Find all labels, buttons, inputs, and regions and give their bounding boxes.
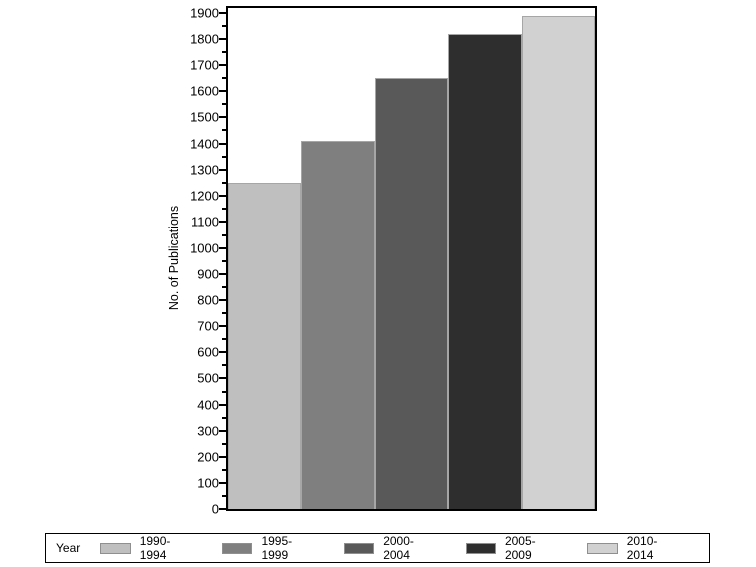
- y-tick-label: 200: [197, 449, 219, 465]
- y-tick-label: 1200: [190, 188, 219, 204]
- bars-container: [228, 8, 595, 509]
- y-tick-mark: [219, 351, 226, 354]
- y-tick-mark: [222, 207, 226, 210]
- y-tick-mark: [222, 77, 226, 80]
- y-tick-mark: [219, 273, 226, 276]
- legend-swatch-icon: [222, 542, 253, 554]
- y-tick-mark: [222, 390, 226, 393]
- y-tick-mark: [222, 260, 226, 262]
- y-tick-mark: [222, 312, 226, 315]
- y-tick-label: 900: [197, 266, 219, 282]
- y-tick-mark: [219, 168, 226, 171]
- y-tick-mark: [222, 181, 226, 184]
- y-tick-label: 600: [197, 344, 219, 360]
- y-tick-label: 1800: [190, 31, 219, 47]
- y-tick-mark: [219, 403, 226, 406]
- legend-item-1995-1999: 1995-1999: [222, 534, 318, 562]
- legend-item-2000-2004: 2000-2004: [343, 534, 440, 562]
- legend-item-label: 1995-1999: [261, 534, 293, 562]
- y-tick-label: 1100: [191, 214, 219, 230]
- y-tick-mark: [222, 286, 226, 289]
- y-tick-mark: [222, 103, 226, 106]
- y-tick-mark: [219, 377, 226, 380]
- legend-swatch-icon: [343, 542, 375, 554]
- legend-item-label: 2000-2004: [383, 534, 414, 562]
- y-tick-label: 1300: [190, 162, 219, 178]
- y-tick-mark: [222, 51, 226, 54]
- legend-item-2005-2009: 2005-2009: [465, 534, 562, 562]
- y-tick-label: 500: [197, 370, 219, 386]
- y-tick-label: 100: [197, 475, 219, 491]
- bar-1995-1999: [301, 140, 375, 509]
- legend-item-label: 2010-2014: [626, 534, 658, 562]
- y-tick-mark: [219, 194, 226, 197]
- y-tick-label: 1600: [190, 83, 219, 99]
- y-tick-label: 1700: [190, 57, 219, 73]
- y-tick-mark: [219, 325, 226, 328]
- y-tick-mark: [219, 38, 226, 41]
- y-tick-mark: [219, 116, 226, 119]
- y-tick-label: 800: [197, 292, 219, 308]
- y-tick-mark: [222, 416, 226, 419]
- y-tick-label: 1400: [190, 136, 219, 152]
- y-tick-label: 0: [211, 501, 219, 517]
- legend-title: Year: [56, 541, 81, 555]
- y-axis-title: No. of Publications: [167, 205, 181, 311]
- y-tick-mark: [219, 142, 226, 145]
- y-tick-mark: [219, 90, 226, 93]
- y-tick-label: 1900: [190, 5, 219, 21]
- legend: Year 1990-1994 1995-1999 2000-2004 2005-200…: [45, 533, 710, 563]
- legend-item-2010-2014: 2010-2014: [587, 534, 683, 562]
- bar-2005-2009: [448, 33, 522, 509]
- y-tick-mark: [219, 64, 226, 67]
- y-tick-mark: [219, 481, 226, 484]
- legend-swatch-icon: [100, 542, 131, 554]
- y-tick-label: 700: [197, 318, 219, 334]
- legend-swatch-icon: [587, 542, 618, 554]
- y-tick-mark: [219, 299, 226, 302]
- y-tick-mark: [219, 246, 226, 249]
- y-tick-mark: [222, 494, 226, 497]
- y-tick-mark: [222, 155, 226, 158]
- y-tick-mark: [222, 233, 226, 236]
- y-tick-label: 400: [197, 397, 219, 413]
- y-tick-mark: [222, 25, 226, 28]
- legend-swatch-icon: [465, 542, 496, 554]
- bar-1990-1994: [228, 182, 302, 509]
- legend-item-label: 1990-1994: [139, 534, 171, 562]
- legend-item-label: 2005-2009: [504, 534, 536, 562]
- y-tick-label: 1500: [190, 109, 219, 125]
- y-tick-mark: [222, 129, 226, 132]
- y-tick-mark: [219, 220, 226, 223]
- y-tick-mark: [222, 338, 226, 341]
- y-tick-label: 1000: [190, 240, 219, 256]
- plot-area: [226, 6, 597, 511]
- y-tick-mark: [219, 508, 226, 510]
- y-tick-mark: [219, 455, 226, 458]
- y-tick-mark: [219, 429, 226, 432]
- legend-item-1990-1994: 1990-1994: [100, 534, 196, 562]
- y-tick-label: 300: [197, 423, 219, 439]
- bar-2000-2004: [374, 78, 449, 509]
- y-tick-mark: [222, 442, 226, 445]
- y-tick-mark: [222, 364, 226, 367]
- bar-2010-2014: [521, 15, 595, 509]
- y-tick-mark: [222, 468, 226, 471]
- legend-items: 1990-1994 1995-1999 2000-2004 2005-2009 2010…: [100, 534, 709, 562]
- y-tick-mark: [219, 12, 226, 14]
